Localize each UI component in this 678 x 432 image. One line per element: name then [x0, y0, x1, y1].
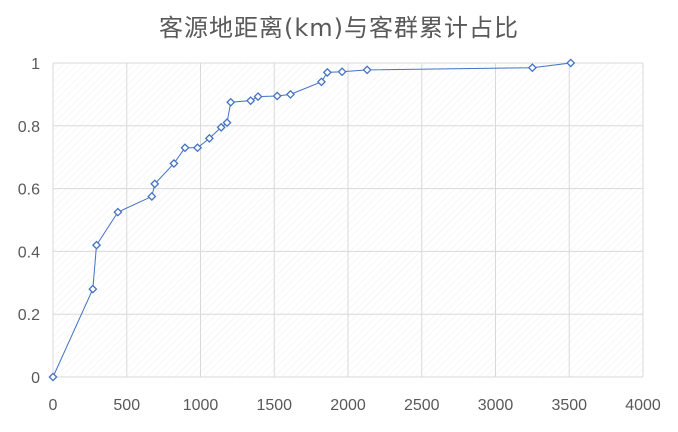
- data-point-marker: [222, 118, 232, 128]
- data-point-marker: [362, 65, 372, 75]
- data-point-marker: [285, 89, 295, 99]
- data-point-marker: [91, 240, 102, 250]
- chart-title: 客源地距离(km)与客群累计占比: [158, 14, 519, 42]
- y-tick-label: 0: [31, 370, 40, 387]
- data-point-marker: [193, 143, 203, 153]
- x-tick-label: 3000: [478, 397, 514, 414]
- series: [48, 58, 576, 382]
- x-tick-label: 500: [113, 397, 140, 414]
- data-point-marker: [147, 191, 157, 201]
- y-tick-label: 0.4: [18, 244, 40, 261]
- data-point-marker: [180, 143, 190, 153]
- y-tick-label: 1: [31, 56, 40, 73]
- data-point-marker: [246, 96, 256, 106]
- data-point-marker: [527, 63, 537, 73]
- y-tick-label: 0.8: [18, 119, 40, 136]
- data-point-marker: [169, 158, 179, 168]
- x-tick-label: 1500: [256, 397, 292, 414]
- data-point-marker: [204, 133, 214, 143]
- data-point-marker: [253, 92, 263, 102]
- data-point-marker: [113, 207, 123, 217]
- data-point-marker: [322, 67, 332, 77]
- data-point-marker: [566, 58, 576, 68]
- x-tick-label: 4000: [625, 397, 661, 414]
- data-point-marker: [316, 77, 326, 87]
- x-tick-label: 2500: [404, 397, 440, 414]
- x-tick-label: 1000: [183, 397, 219, 414]
- data-point-marker: [150, 179, 160, 189]
- data-point-marker: [226, 97, 236, 107]
- data-point-marker: [337, 67, 347, 77]
- y-tick-label: 0.2: [18, 307, 40, 324]
- x-tick-label: 2000: [330, 397, 366, 414]
- x-tick-label: 0: [49, 397, 58, 414]
- data-point-marker: [216, 122, 226, 132]
- axes: 0 0.2 0.4 0.6 0.8 1 0 500 1000 1500 2000 2500 3000 35…: [18, 56, 661, 414]
- data-point-marker: [88, 284, 98, 294]
- data-point-marker: [48, 372, 58, 382]
- x-tick-label: 3500: [551, 397, 587, 414]
- y-tick-label: 0.6: [18, 182, 40, 199]
- data-point-marker: [272, 91, 282, 101]
- gridlines: [52, 62, 644, 378]
